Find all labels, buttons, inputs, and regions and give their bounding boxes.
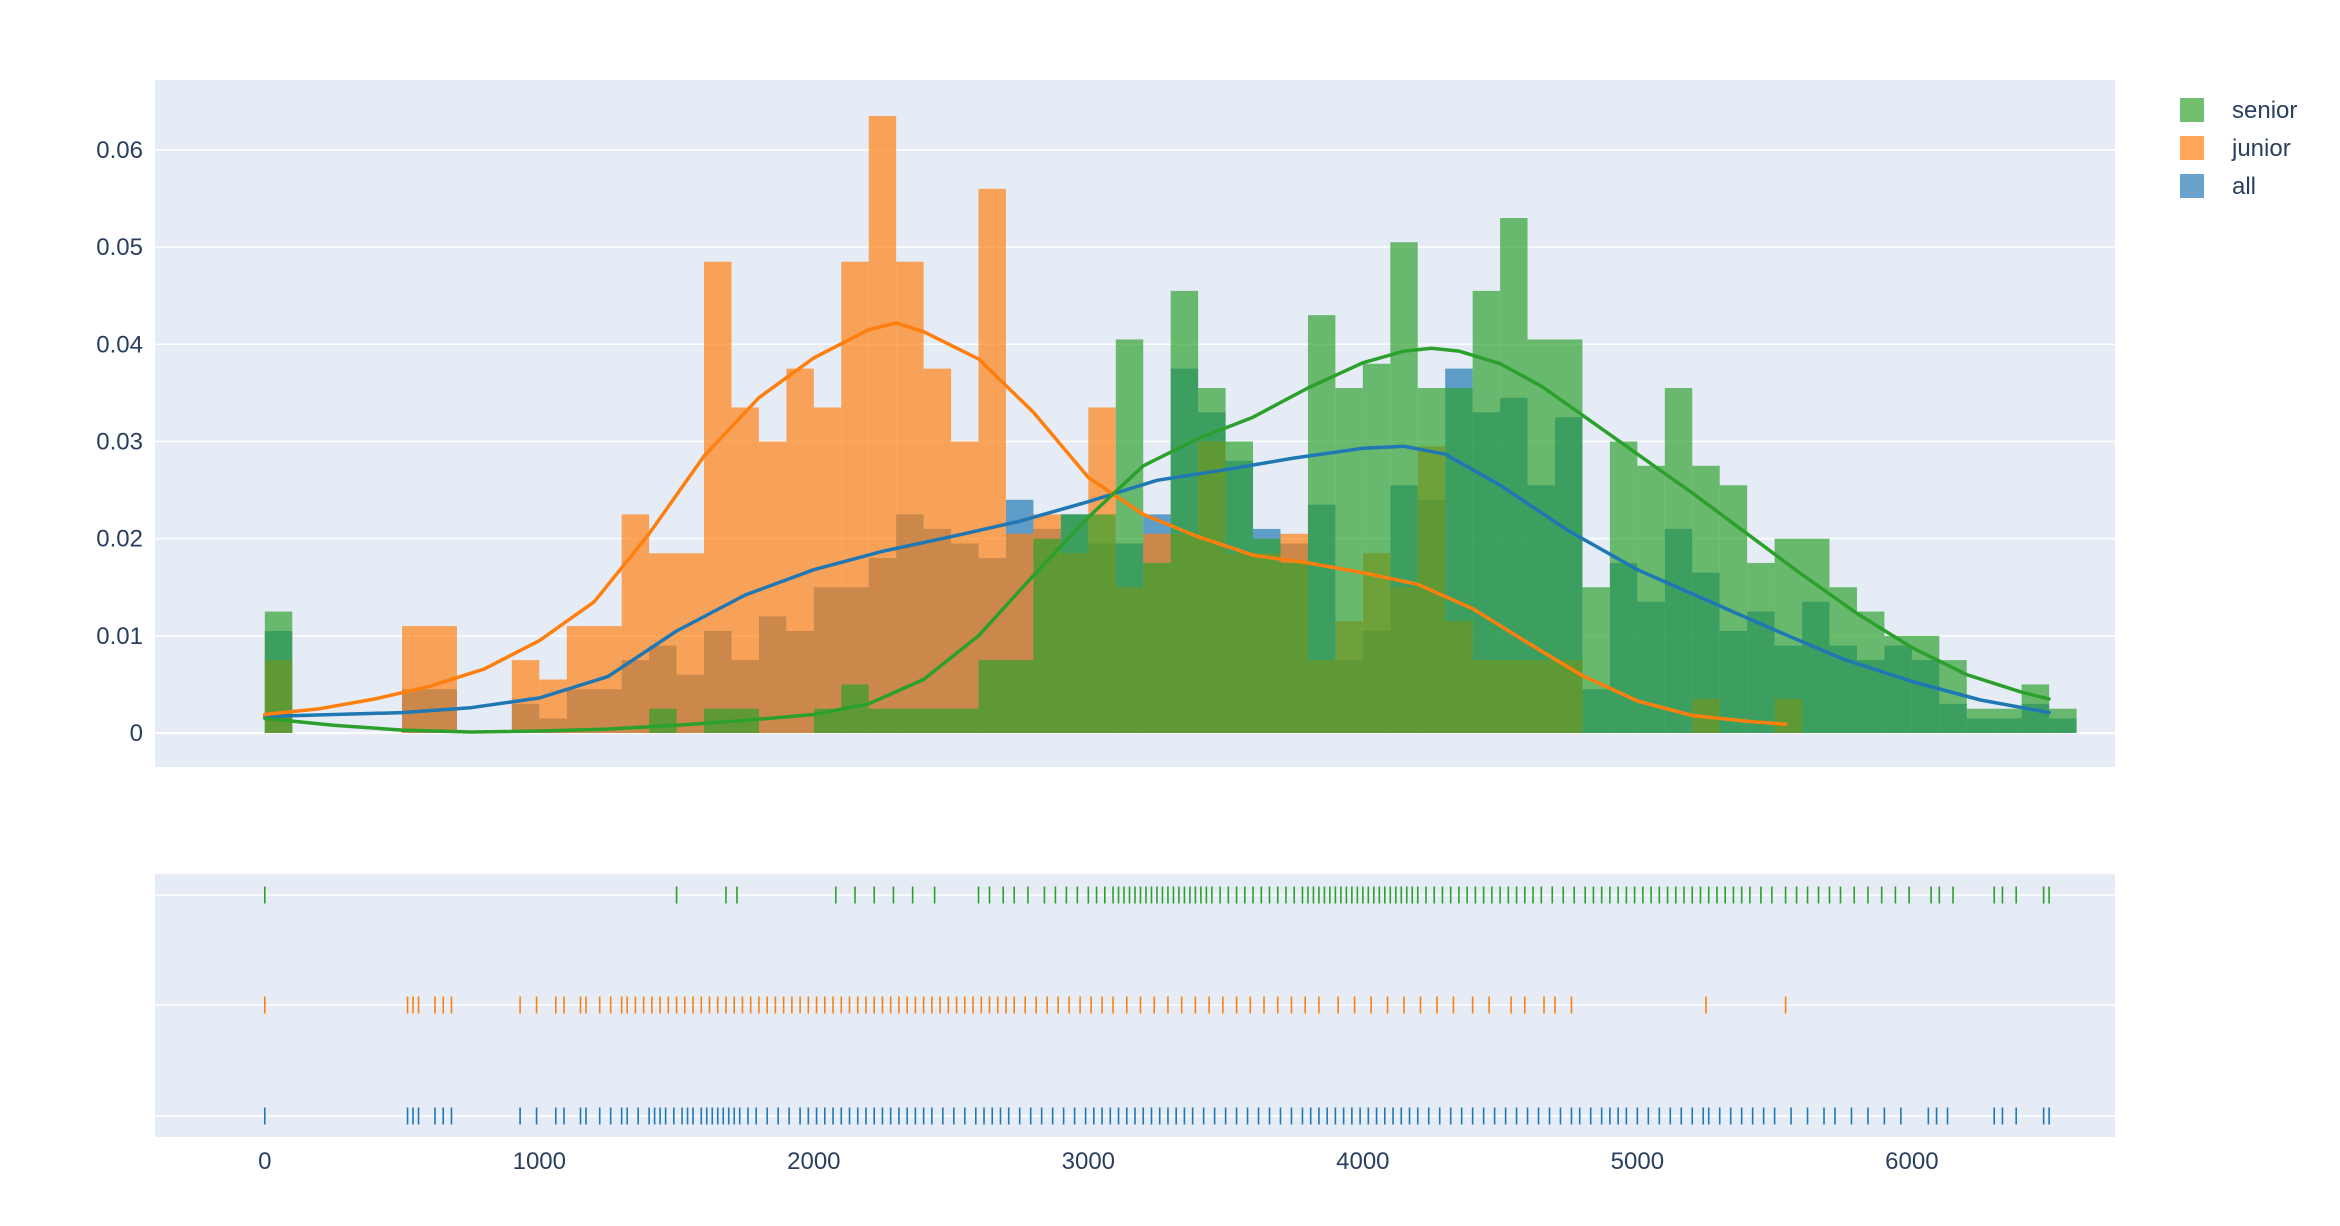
histogram-bar-senior [1664,388,1693,733]
legend-item-junior[interactable]: junior [2180,135,2291,162]
histogram-bar-senior [649,708,677,733]
histogram-bar-senior [1362,363,1391,733]
x-tick-label: 3000 [1062,1148,1115,1175]
histogram-bar-senior [1500,217,1528,733]
y-tick-label: 0.06 [96,137,143,164]
y-tick-label: 0.04 [96,331,143,358]
y-tick-label: 0.03 [96,428,143,455]
x-tick-label: 4000 [1336,1148,1389,1175]
histogram-bar-junior [923,368,952,733]
histogram-bar-senior [1582,587,1610,733]
kde-line-all [263,444,2051,719]
histogram-bar-senior [1417,388,1446,733]
x-axis-tick-labels: 0 1000 2000 3000 4000 5000 6000 [258,1148,1938,1175]
legend-label-junior: junior [2231,135,2291,162]
histogram-bar-senior [1747,562,1775,733]
histogram-bar-senior [1609,441,1638,733]
histogram-bar-junior [978,188,1006,733]
y-axis-tick-labels: 0 0.01 0.02 0.03 0.04 0.05 0.06 [96,137,143,747]
legend-swatch-junior [2180,136,2204,160]
histogram-bar-junior [786,368,814,733]
histogram-bar-junior [676,553,705,733]
histogram-bar-junior [539,679,567,733]
kde-line-senior [263,346,2051,734]
histogram-bar-senior [1005,660,1034,733]
histogram-bar-senior [1445,388,1473,733]
kde-curves [263,321,2051,734]
legend-label-all: all [2232,173,2256,200]
histogram-bar-junior [704,261,732,733]
histogram-bar-senior [1115,339,1144,733]
histogram-bar-senior [2049,708,2077,733]
histogram-bar-senior [978,660,1006,733]
x-tick-label: 0 [258,1148,271,1175]
histogram-bar-senior [868,708,897,733]
x-tick-label: 1000 [513,1148,566,1175]
histogram-bar-senior [1472,290,1501,733]
histogram-bar-senior [1198,388,1226,733]
kde-line-junior [263,321,1788,726]
histogram-bar-senior [1170,290,1199,733]
histogram-bar-junior [951,441,979,733]
legend-item-all[interactable]: all [2180,173,2256,200]
histogram-bar-senior [1966,708,1995,733]
histogram-bar-junior [896,261,924,733]
histogram-bar-senior [951,708,979,733]
histogram-bar-senior [1802,538,1830,733]
histogram-bar-senior [1335,388,1363,733]
histogram-bar-junior [621,514,650,733]
histogram-bar-junior [649,553,677,733]
histogram-bar-junior [731,407,759,733]
histogram-bar-senior [1390,242,1418,733]
histogram-bar-senior [1527,339,1555,733]
histogram-bar-junior [566,626,595,733]
legend-swatch-senior [2180,98,2204,122]
legend[interactable]: senior junior all [2180,97,2297,200]
y-tick-label: 0.02 [96,526,143,553]
y-tick-label: 0.05 [96,234,143,261]
legend-label-senior: senior [2232,97,2297,124]
y-tick-label: 0.01 [96,623,143,650]
histogram-bar-junior [511,660,540,733]
histogram-bar-senior [1143,562,1171,733]
histogram-bar-senior [1060,514,1089,733]
legend-swatch-all [2180,174,2204,198]
histogram-bar-senior [1994,708,2022,733]
histogram-bar-senior [1033,538,1061,733]
histogram-bar-senior [1253,538,1281,733]
histogram-bar-senior [1225,441,1254,733]
x-tick-label: 2000 [787,1148,840,1175]
rug-marks [264,886,2050,1125]
histogram-bar-senior [896,708,924,733]
histogram-bar-senior [1280,562,1308,733]
histogram-bar-senior [923,708,952,733]
histogram-bar-senior [1088,514,1116,733]
legend-item-senior[interactable]: senior [2180,97,2297,124]
y-tick-label: 0 [130,720,143,747]
histogram-bar-junior [868,115,897,733]
x-tick-label: 6000 [1885,1148,1938,1175]
histogram-bar-senior [1884,635,1912,733]
x-tick-label: 5000 [1611,1148,1664,1175]
histogram-bar-senior [1637,465,1665,733]
histogram-bar-junior [402,626,430,733]
